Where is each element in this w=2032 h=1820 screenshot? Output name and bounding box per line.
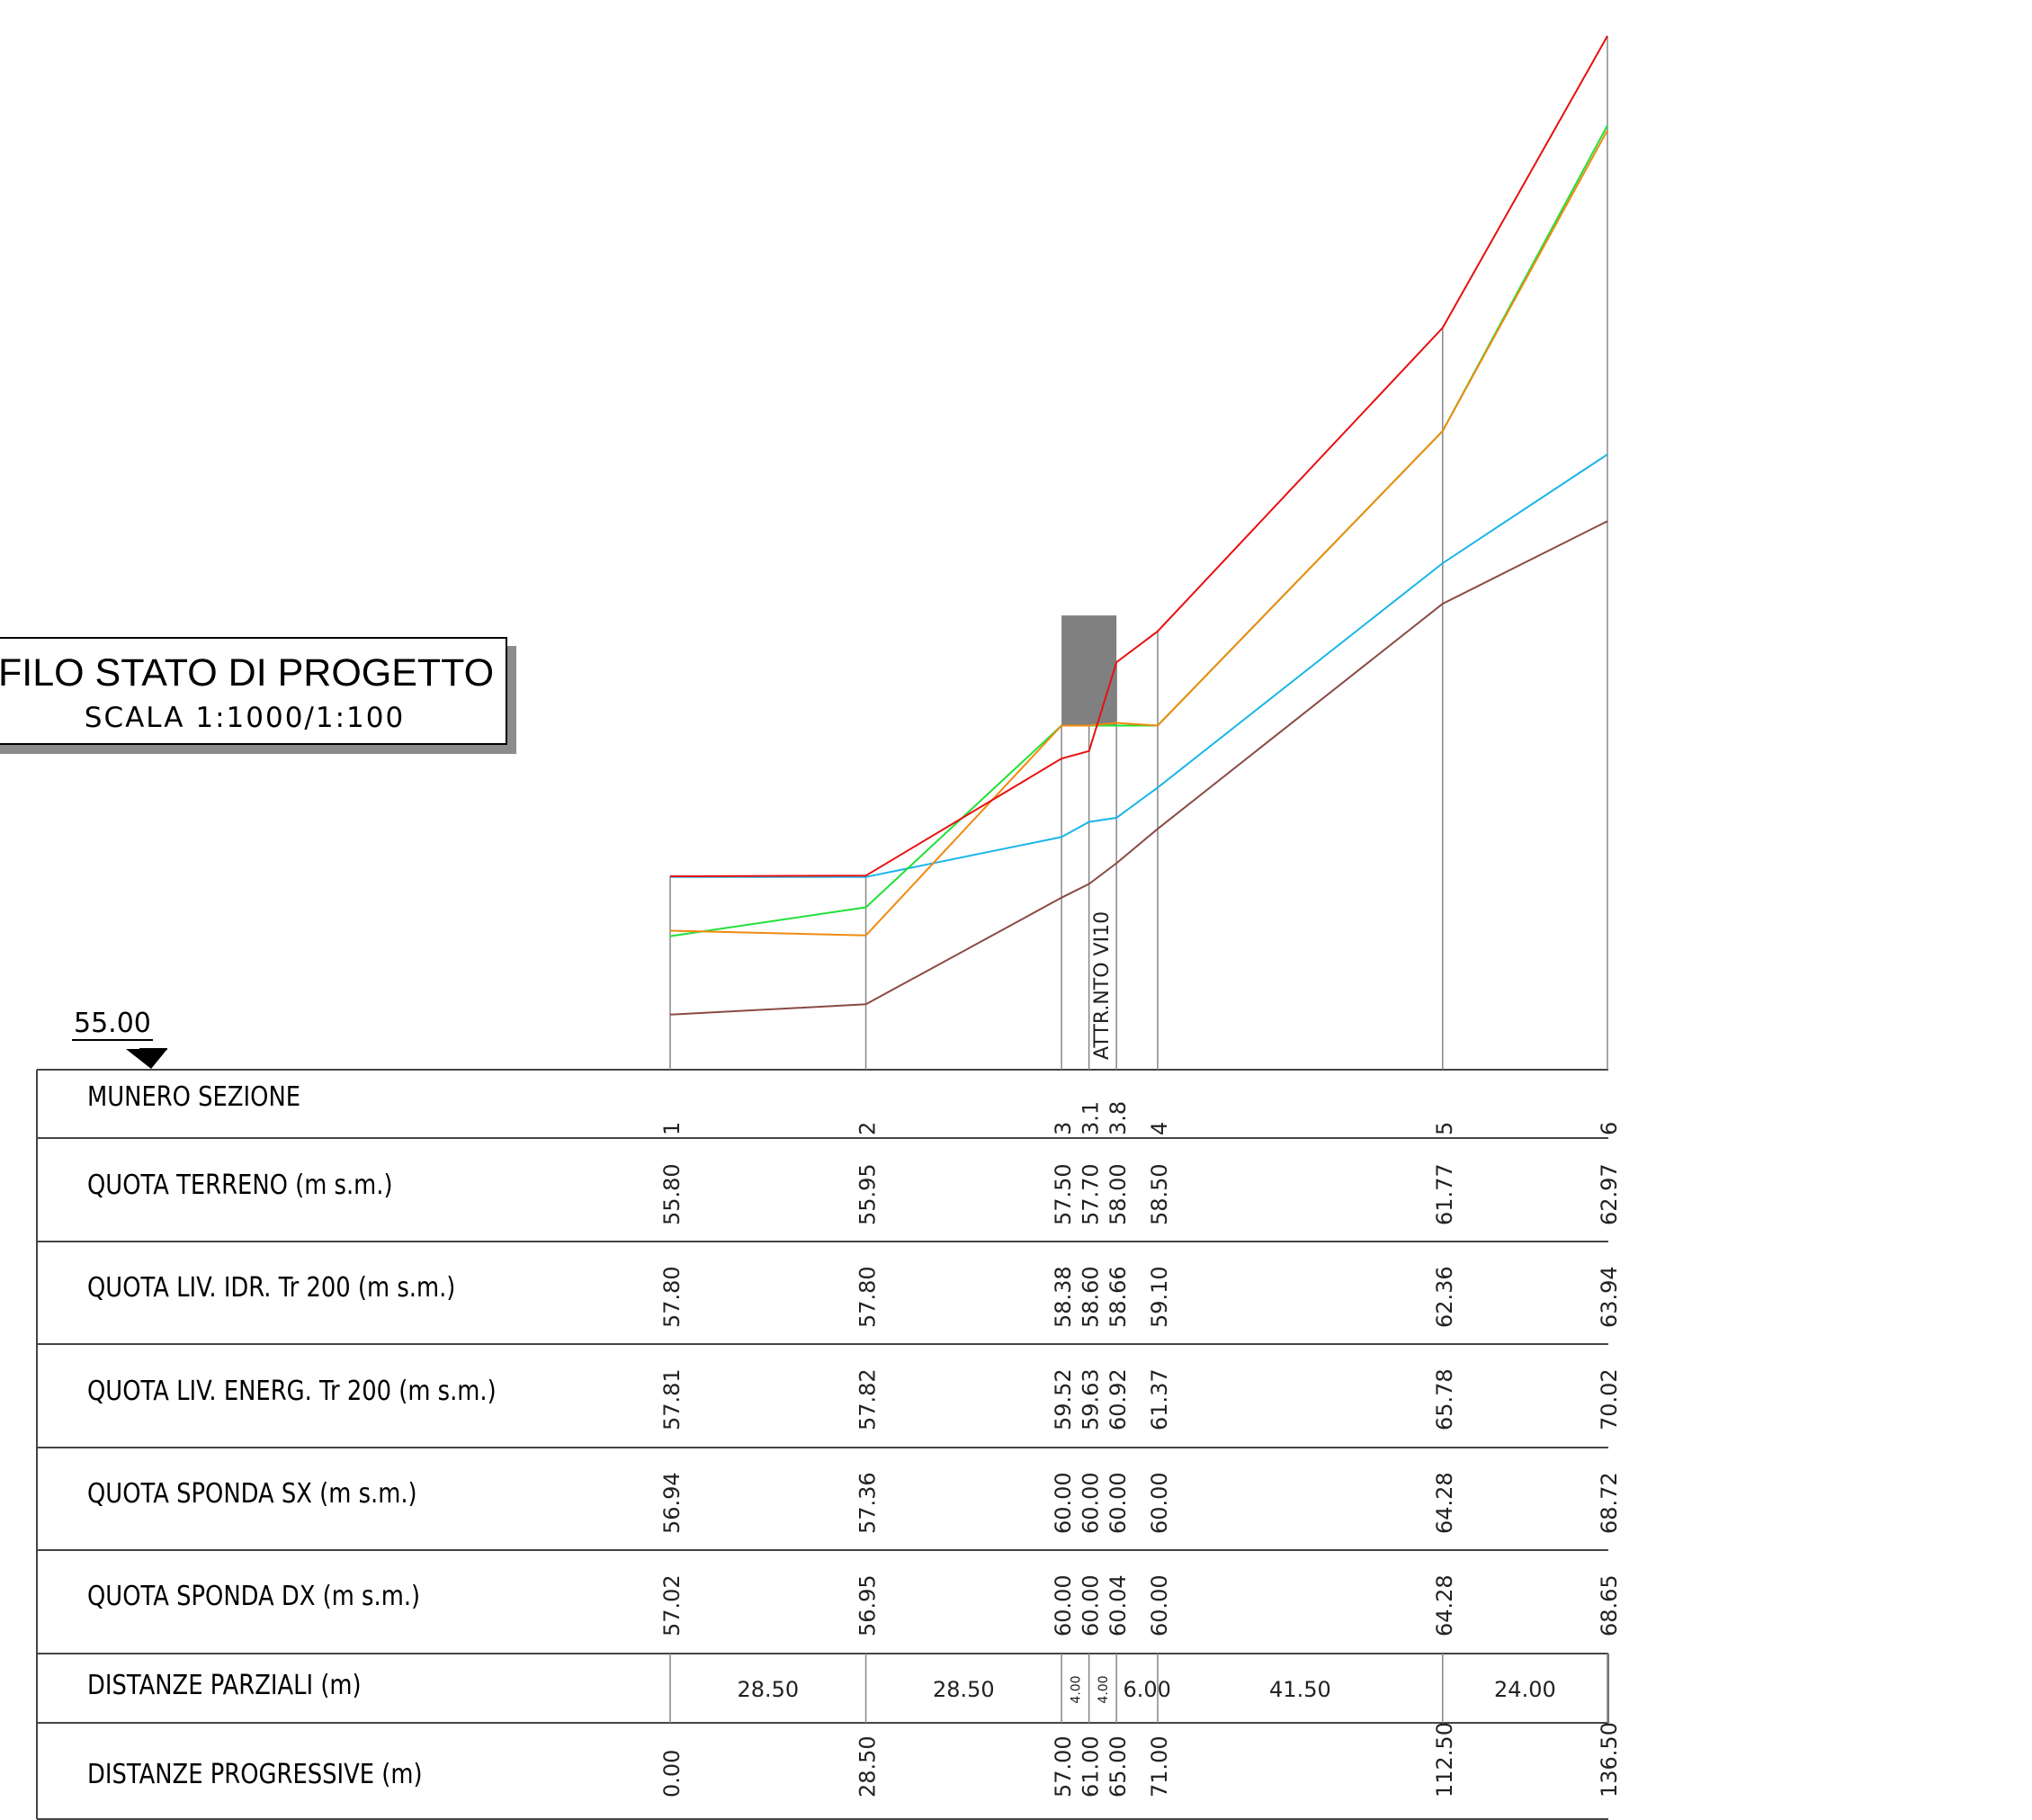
sponda-sx-value: 60.00 <box>1079 1472 1104 1534</box>
terreno-value: 57.70 <box>1079 1163 1104 1225</box>
energ-value: 57.82 <box>855 1368 881 1430</box>
bridge-structure: ATTR.NTO VI10 <box>1061 615 1117 1060</box>
profile-line-terreno <box>669 520 1608 1016</box>
sponda-sx-value: 60.00 <box>1147 1472 1172 1534</box>
row-label-terreno: QUOTA TERRENO (m s.m.) <box>87 1170 393 1201</box>
idr-value: 57.80 <box>659 1266 685 1328</box>
idr-value: 59.10 <box>1147 1266 1172 1328</box>
drawing-title: FILO STATO DI PROGETTO <box>0 651 495 695</box>
partial-distance: 28.50 <box>737 1677 799 1702</box>
progressive-value: 57.00 <box>1051 1735 1076 1798</box>
profile-line-idr <box>670 453 1608 878</box>
row-label-progressive: DISTANZE PROGRESSIVE (m) <box>87 1759 423 1790</box>
progressive-value: 136.50 <box>1597 1722 1622 1798</box>
title-block: FILO STATO DI PROGETTO SCALA 1:1000/1:10… <box>0 637 507 745</box>
terreno-value: 58.00 <box>1106 1163 1131 1225</box>
drawing-scale: SCALA 1:1000/1:100 <box>84 702 406 734</box>
energ-value: 70.02 <box>1597 1368 1622 1430</box>
data-table <box>36 1048 1609 1820</box>
section-number: 4 <box>1147 1122 1172 1135</box>
terreno-value: 55.95 <box>855 1163 881 1225</box>
sponda-sx-value: 56.94 <box>659 1472 685 1534</box>
section-number: 3.1 <box>1079 1101 1104 1135</box>
energ-value: 59.63 <box>1079 1368 1104 1430</box>
section-lines <box>669 36 1608 1723</box>
sponda-sx-value: 68.72 <box>1597 1472 1622 1534</box>
sponda-dx-value: 56.95 <box>855 1574 881 1636</box>
progressive-value: 112.50 <box>1432 1722 1457 1798</box>
row-label-sponda-dx: QUOTA SPONDA DX (m s.m.) <box>87 1581 421 1612</box>
profile-lines <box>669 35 1608 1016</box>
idr-value: 62.36 <box>1432 1266 1457 1328</box>
section-number: 6 <box>1597 1122 1622 1135</box>
sponda-sx-value: 60.00 <box>1106 1472 1131 1534</box>
section-number: 3.8 <box>1106 1101 1131 1135</box>
sponda-sx-value: 64.28 <box>1432 1472 1457 1534</box>
partial-distance: 24.00 <box>1494 1677 1556 1702</box>
sponda-sx-value: 60.00 <box>1051 1472 1076 1534</box>
sponda-dx-value: 60.00 <box>1079 1574 1104 1636</box>
partial-distance: 4.00 <box>1097 1675 1111 1703</box>
progressive-value: 65.00 <box>1106 1735 1131 1798</box>
structure-label: ATTR.NTO VI10 <box>1091 911 1114 1060</box>
sponda-dx-value: 64.28 <box>1432 1574 1457 1636</box>
energ-value: 60.92 <box>1106 1368 1131 1430</box>
partial-distance: 4.00 <box>1069 1675 1083 1703</box>
section-number: 3 <box>1051 1122 1076 1135</box>
sponda-dx-value: 68.65 <box>1597 1574 1622 1636</box>
partial-distance: 28.50 <box>933 1677 995 1702</box>
reference-level-label: 55.00 <box>72 1008 153 1041</box>
progressive-value: 71.00 <box>1147 1735 1172 1798</box>
energ-value: 65.78 <box>1432 1368 1457 1430</box>
reference-level-marker <box>126 1049 167 1069</box>
row-label-sezione: MUNERO SEZIONE <box>87 1081 301 1113</box>
sponda-dx-value: 60.00 <box>1051 1574 1076 1636</box>
sponda-sx-value: 57.36 <box>855 1472 881 1534</box>
table-values: 1 2 3 3.1 3.8 4 5 6 55.80 55.95 57.50 57.70 58.00 58.… <box>659 1101 1622 1798</box>
idr-value: 58.38 <box>1051 1266 1076 1328</box>
idr-value: 63.94 <box>1597 1266 1622 1328</box>
section-number: 2 <box>855 1122 881 1135</box>
partial-distance: 41.50 <box>1269 1677 1331 1702</box>
energ-value: 57.81 <box>659 1368 685 1430</box>
sponda-dx-value: 57.02 <box>659 1574 685 1636</box>
row-label-parziali: DISTANZE PARZIALI (m) <box>87 1670 362 1701</box>
energ-value: 59.52 <box>1051 1368 1076 1430</box>
energ-value: 61.37 <box>1147 1368 1172 1430</box>
profile-line-energ <box>669 35 1608 877</box>
sponda-dx-value: 60.00 <box>1147 1574 1172 1636</box>
terreno-value: 57.50 <box>1051 1163 1076 1225</box>
terreno-value: 55.80 <box>659 1163 685 1225</box>
terreno-value: 58.50 <box>1147 1163 1172 1225</box>
partial-distance: 6.00 <box>1123 1677 1170 1702</box>
section-number: 1 <box>659 1122 685 1135</box>
terreno-value: 62.97 <box>1597 1163 1622 1225</box>
row-label-sponda-sx: QUOTA SPONDA SX (m s.m.) <box>87 1478 417 1510</box>
idr-value: 58.60 <box>1079 1266 1104 1328</box>
terreno-value: 61.77 <box>1432 1163 1457 1225</box>
idr-value: 58.66 <box>1106 1266 1131 1328</box>
bridge-deck <box>1061 615 1117 726</box>
idr-value: 57.80 <box>855 1266 881 1328</box>
profile-line-dx <box>669 130 1608 937</box>
profile-line-sx <box>669 124 1608 937</box>
progressive-value: 0.00 <box>659 1750 685 1798</box>
row-label-idr: QUOTA LIV. IDR. Tr 200 (m s.m.) <box>87 1272 456 1304</box>
sponda-dx-value: 60.04 <box>1106 1574 1131 1636</box>
section-number: 5 <box>1432 1122 1457 1135</box>
progressive-value: 28.50 <box>855 1735 881 1798</box>
row-label-energ: QUOTA LIV. ENERG. Tr 200 (m s.m.) <box>87 1376 497 1407</box>
progressive-value: 61.00 <box>1079 1735 1104 1798</box>
